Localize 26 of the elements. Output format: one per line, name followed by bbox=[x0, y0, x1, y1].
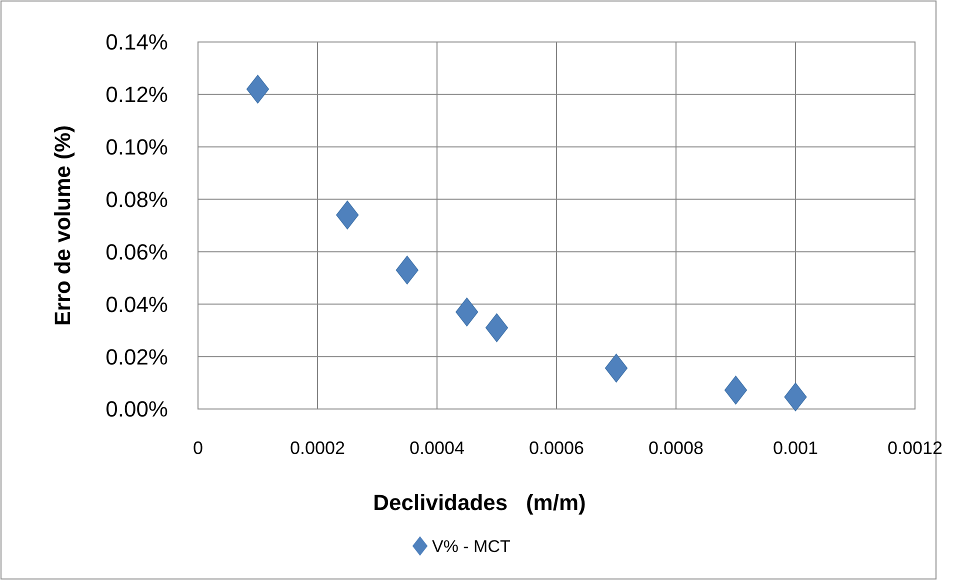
point bbox=[336, 200, 359, 230]
y-tick-label: 0.12% bbox=[106, 82, 168, 108]
point bbox=[246, 74, 270, 104]
y-tick-label: 0.06% bbox=[106, 239, 168, 264]
y-axis-title: Erro de volume (%) bbox=[50, 125, 75, 326]
x-tick-label: 0.0006 bbox=[528, 438, 584, 458]
y-tick-label: 0.08% bbox=[106, 186, 168, 212]
x-axis-title: Declividades (m/m) bbox=[373, 490, 586, 515]
point bbox=[456, 298, 478, 326]
legend-label: V% - MCT bbox=[432, 536, 510, 556]
x-tick-label: 0.0002 bbox=[290, 438, 346, 458]
y-tick-label: 0.04% bbox=[106, 292, 168, 317]
point bbox=[396, 256, 418, 284]
x-tick-label: 0.0008 bbox=[648, 438, 704, 458]
y-tick-label: 0.02% bbox=[106, 344, 168, 370]
point bbox=[724, 376, 748, 405]
point bbox=[604, 354, 628, 383]
x-tick-label: 0.0012 bbox=[887, 438, 943, 458]
x-tick-label: 0.0004 bbox=[409, 438, 465, 458]
point bbox=[485, 313, 508, 342]
point bbox=[784, 382, 807, 412]
x-tick-label: 0 bbox=[192, 438, 204, 458]
y-tick-label: 0.00% bbox=[106, 396, 168, 422]
y-tick-label: 0.10% bbox=[106, 134, 168, 160]
x-tick-label: 0.001 bbox=[772, 438, 818, 458]
y-tick-label: 0.14% bbox=[106, 30, 168, 55]
